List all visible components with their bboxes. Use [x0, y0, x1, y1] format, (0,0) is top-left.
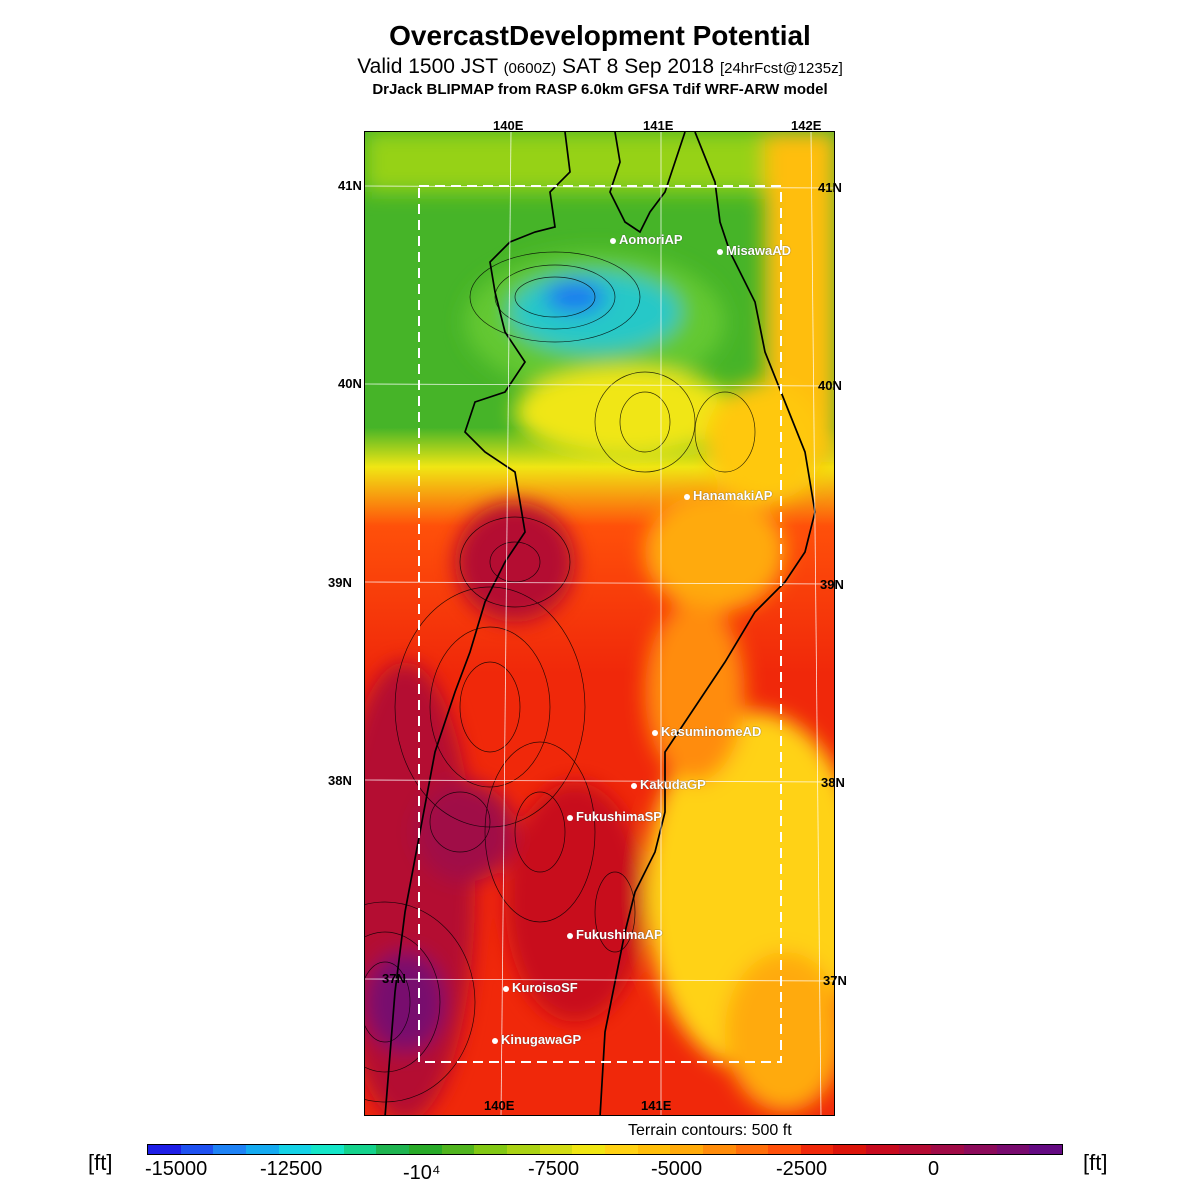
colorbar-swatch: [702, 1145, 736, 1154]
colorbar-swatch: [898, 1145, 932, 1154]
colorbar-swatch: [833, 1145, 867, 1154]
colorbar-swatch: [311, 1145, 344, 1154]
colorbar-swatch: [148, 1145, 181, 1154]
colorbar-swatch: [670, 1145, 703, 1154]
colorbar-swatch: [474, 1145, 508, 1154]
colorbar-swatch: [637, 1145, 671, 1154]
lat-label-left: 40N: [338, 376, 362, 391]
lat-label-left: 41N: [338, 178, 362, 193]
site-marker-icon: [492, 1037, 498, 1044]
site-kinugawa-gp: KinugawaGP: [492, 1032, 581, 1047]
colorbar-swatch: [866, 1145, 899, 1154]
colorbar-swatch: [931, 1145, 965, 1154]
colorbar-swatch: [376, 1145, 410, 1154]
site-kasuminome-ad: KasuminomeAD: [652, 724, 761, 739]
map-field: [365, 132, 834, 1115]
colorbar-swatch: [539, 1145, 573, 1154]
colorbar-swatch: [180, 1145, 214, 1154]
colorbar-swatch: [996, 1145, 1030, 1154]
site-marker-icon: [567, 814, 573, 821]
colorbar-unit-left: [ft]: [88, 1150, 113, 1175]
terrain-contour-note: Terrain contours: 500 ft: [628, 1122, 792, 1139]
site-marker-icon: [610, 237, 616, 244]
colorbar-swatch: [343, 1145, 377, 1154]
lon-label-bottom: 140E: [484, 1098, 515, 1113]
lat-label-right: 41N: [818, 180, 842, 195]
lat-label-right: 37N: [823, 973, 847, 988]
site-marker-icon: [652, 729, 658, 736]
colorbar: [147, 1144, 1063, 1155]
lon-label-top: 142E: [791, 118, 822, 133]
colorbar-swatch: [245, 1145, 279, 1154]
colorbar-label: -12500: [260, 1158, 323, 1180]
colorbar-swatch: [800, 1145, 834, 1154]
colorbar-label: -15000: [145, 1158, 208, 1180]
colorbar-unit-right: [ft]: [1083, 1150, 1108, 1175]
lat-label-right: 39N: [820, 577, 844, 592]
colorbar-swatch: [572, 1145, 605, 1154]
colorbar-swatch: [735, 1145, 769, 1154]
colorbar-label: 0: [928, 1158, 940, 1180]
colorbar-label: -2500: [776, 1158, 828, 1180]
colorbar-swatch: [1029, 1145, 1062, 1154]
lat-label-right: 38N: [821, 775, 845, 790]
site-misawa-ad: MisawaAD: [717, 243, 791, 258]
colorbar-swatch: [409, 1145, 442, 1154]
lon-label-top: 140E: [493, 118, 524, 133]
forecast-map: [364, 131, 835, 1116]
colorbar-label: -7500: [528, 1158, 580, 1180]
site-fukushima-ap: FukushimaAP: [567, 927, 663, 942]
model-description: DrJack BLIPMAP from RASP 6.0km GFSA Tdif…: [372, 81, 828, 98]
colorbar-swatch: [278, 1145, 312, 1154]
colorbar-swatch: [964, 1145, 997, 1154]
lat-label-right: 40N: [818, 378, 842, 393]
colorbar-label: -5000: [651, 1158, 703, 1180]
valid-time: Valid 1500 JST (0600Z) SAT 8 Sep 2018 [2…: [357, 55, 843, 78]
site-marker-icon: [717, 248, 723, 255]
site-fukushima-sp: FukushimaSP: [567, 809, 662, 824]
colorbar-swatch: [441, 1145, 475, 1154]
site-kuroiso-sf: KuroisoSF: [503, 980, 578, 995]
colorbar-swatch: [213, 1145, 246, 1154]
colorbar-label: -10⁴: [403, 1162, 441, 1184]
colorbar-swatch: [768, 1145, 801, 1154]
site-marker-icon: [684, 493, 690, 500]
site-kakuda-gp: KakudaGP: [631, 777, 706, 792]
colorbar-swatch: [604, 1145, 638, 1154]
map-title: OvercastDevelopment Potential: [389, 20, 811, 51]
site-marker-icon: [503, 985, 509, 992]
lat-label-left: 38N: [328, 773, 352, 788]
site-aomori-ap: AomoriAP: [610, 232, 683, 247]
lon-label-bottom: 141E: [641, 1098, 672, 1113]
lat-label-left: 37N: [382, 971, 406, 986]
site-marker-icon: [567, 932, 573, 939]
lat-label-left: 39N: [328, 575, 352, 590]
site-hanamaki-ap: HanamakiAP: [684, 488, 772, 503]
site-marker-icon: [631, 782, 637, 789]
lon-label-top: 141E: [643, 118, 674, 133]
colorbar-swatch: [507, 1145, 540, 1154]
